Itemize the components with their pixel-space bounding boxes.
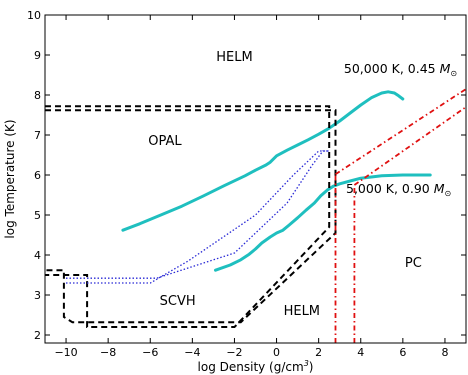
x-tick-label: 2 [315, 346, 322, 359]
x-tick-label: −10 [54, 346, 77, 359]
track-annotation: 50,000 K, 0.45 M⊙ [344, 61, 457, 78]
y-tick-label: 8 [34, 89, 41, 102]
series-blue-dotted-3-1 [66, 150, 330, 279]
x-tick-label: −2 [226, 346, 242, 359]
y-tick-label: 6 [34, 169, 41, 182]
region-label: SCVH [160, 294, 196, 309]
y-tick-label: 3 [34, 289, 41, 302]
y-tick-label: 5 [34, 209, 41, 222]
series-black-dashed-2-1 [45, 109, 337, 324]
x-tick-label: 6 [399, 346, 406, 359]
region-label: PC [405, 256, 422, 271]
series-black-dashed-2-0 [45, 105, 331, 328]
y-tick-label: 10 [27, 9, 41, 22]
labels-layer: −10 −8 −6 −4 −2 0 2 4 6 8 2 3 4 5 6 7 8 9 10 HELM OPAL SCVH HE… [27, 9, 457, 359]
y-tick-label: 2 [34, 329, 41, 342]
y-axis-label: log Temperature (K) [3, 119, 17, 238]
x-tick-label: 4 [357, 346, 364, 359]
x-tick-label: 8 [441, 346, 448, 359]
track-annotation: 5,000 K, 0.90 M⊙ [346, 181, 451, 198]
x-tick-label: −4 [184, 346, 200, 359]
ticks-layer [45, 14, 466, 343]
region-label: HELM [216, 50, 252, 65]
region-label: OPAL [148, 134, 182, 149]
x-tick-label: −8 [100, 346, 116, 359]
region-label: HELM [284, 304, 320, 319]
x-tick-label: −6 [142, 346, 158, 359]
y-tick-label: 9 [34, 49, 41, 62]
plot-layer [45, 88, 466, 343]
series-blue-dotted-3-0 [66, 150, 330, 284]
plot-frame [44, 14, 467, 344]
x-tick-label: 0 [273, 346, 280, 359]
y-tick-label: 4 [34, 249, 41, 262]
series-cyan-track-1-0 [214, 173, 432, 272]
series-cyan-track-0-0 [121, 90, 405, 232]
series-red-dashdot-4-3 [353, 106, 466, 186]
x-axis-label: log Density (g/cm3) [198, 359, 314, 374]
series-red-dashdot-4-2 [335, 88, 466, 175]
y-tick-label: 7 [34, 129, 41, 142]
